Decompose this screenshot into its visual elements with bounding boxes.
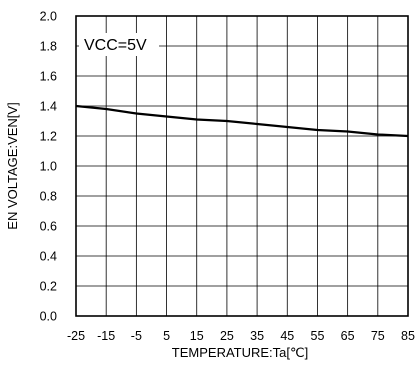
annotation-background <box>79 33 159 56</box>
y-tick-label: 1.6 <box>40 70 57 84</box>
y-tick-label: 0.2 <box>40 280 57 294</box>
plot-frame <box>75 15 409 317</box>
y-tick-label: 1.2 <box>40 130 57 144</box>
y-tick-label: 1.8 <box>40 40 57 54</box>
y-tick-labels: 0.0 0.2 0.4 0.6 0.8 1.0 1.2 1.4 1.6 1.8 2.0 <box>40 10 57 324</box>
y-tick-label: 0.0 <box>40 310 57 324</box>
x-tick-label: 35 <box>250 329 264 343</box>
x-tick-label: -25 <box>67 329 85 343</box>
y-axis-title: EN VOLTAGE:VEN[V] <box>5 102 20 229</box>
series-layer <box>75 104 409 138</box>
y-tick-label: 0.4 <box>40 250 57 264</box>
annotation-vcc: VCC=5V <box>84 37 147 54</box>
x-tick-labels: -25 -15 -5 5 15 25 35 45 55 65 75 85 <box>67 329 415 343</box>
y-tick-label: 0.6 <box>40 220 57 234</box>
series-line <box>75 104 409 138</box>
x-tick-label: 5 <box>163 329 170 343</box>
grid <box>76 16 408 316</box>
y-tick-label: 1.0 <box>40 160 57 174</box>
x-tick-label: 75 <box>371 329 385 343</box>
y-tick-label: 0.8 <box>40 190 57 204</box>
x-tick-label: 45 <box>280 329 294 343</box>
x-tick-label: 25 <box>220 329 234 343</box>
x-tick-label: -15 <box>97 329 115 343</box>
x-tick-label: 55 <box>311 329 325 343</box>
x-tick-label: 15 <box>190 329 204 343</box>
x-axis-title: TEMPERATURE:Ta[℃] <box>172 345 308 360</box>
x-tick-label: 85 <box>401 329 415 343</box>
x-tick-label: -5 <box>131 329 142 343</box>
y-tick-label: 2.0 <box>40 10 57 24</box>
y-tick-label: 1.4 <box>40 100 57 114</box>
x-tick-label: 65 <box>341 329 355 343</box>
